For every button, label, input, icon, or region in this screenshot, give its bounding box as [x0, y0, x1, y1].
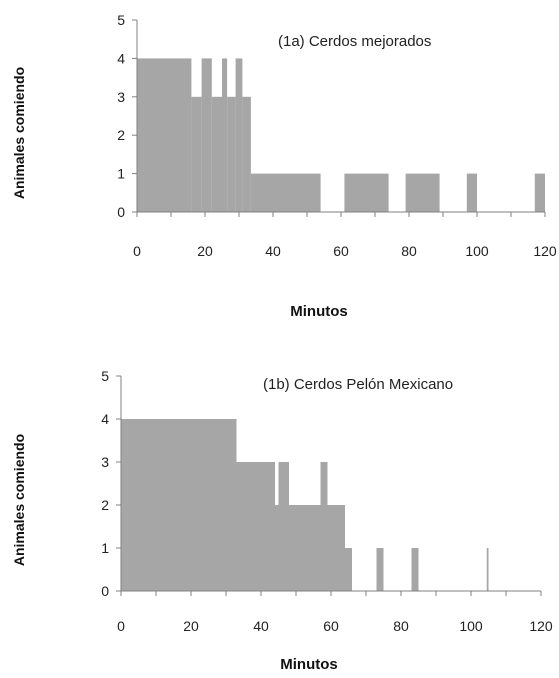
chart-1b-bar-4 — [289, 505, 321, 591]
chart-1a-y-tick-label: 3 — [117, 89, 125, 105]
chart-1b-bar-1 — [236, 462, 275, 591]
chart-1b-bar-0 — [121, 419, 237, 591]
chart-1a-y-tick-label: 4 — [117, 50, 125, 66]
chart-1b-title: (1b) Cerdos Pelón Mexicano — [263, 376, 453, 393]
chart-1b: 0 1 2 3 4 5 0 20 40 60 80 100 120 (1b) Cerdos Pelón M… — [11, 368, 553, 673]
chart-1a-bar-0 — [137, 58, 192, 213]
chart-1a-x-tick-label: 20 — [197, 243, 213, 259]
chart-1a-x-tick-label: 40 — [265, 243, 281, 259]
chart-1a-x-label: Minutos — [290, 303, 348, 320]
chart-1b-bar-5 — [320, 462, 328, 591]
chart-1b-bar-6 — [327, 505, 345, 591]
chart-1b-y-label: Animales comiendo — [11, 434, 27, 566]
chart-1a-y-tick-label: 5 — [117, 12, 125, 28]
chart-1b-bar-10 — [486, 548, 489, 591]
chart-1b-x-label: Minutos — [280, 656, 338, 673]
chart-1b-bar-9 — [411, 548, 419, 591]
chart-1b-bar-2 — [275, 505, 279, 591]
chart-1b-bar-8 — [376, 548, 384, 591]
chart-1a-bar-1 — [191, 96, 202, 212]
chart-1b-x-tick-label: 120 — [529, 618, 553, 634]
chart-1a-bar-2 — [201, 58, 212, 213]
chart-1a-bar-10 — [405, 173, 440, 212]
chart-1a-bar-12 — [534, 173, 545, 212]
chart-1a-y-label: Animales comiendo — [11, 67, 27, 199]
chart-1a-bar-6 — [235, 58, 243, 213]
chart-1a-x-tick-label: 0 — [133, 243, 141, 259]
chart-1b-y-tick-label: 1 — [101, 540, 109, 556]
chart-1b-bar-7 — [345, 548, 352, 591]
chart-1a-x-tick-label: 100 — [465, 243, 489, 259]
chart-1a-x-tick-label: 80 — [401, 243, 417, 259]
chart-1a-bar-3 — [211, 96, 222, 212]
chart-1b-x-tick-label: 80 — [393, 618, 409, 634]
chart-1b-y-tick-label: 3 — [101, 454, 109, 470]
chart-1b-y-tick-label: 4 — [101, 411, 109, 427]
chart-1a-bar-4 — [222, 58, 228, 213]
chart-1a-y-tick-label: 0 — [117, 204, 125, 220]
chart-1b-y-tick-label: 0 — [101, 583, 109, 599]
chart-1a-title: (1a) Cerdos mejorados — [278, 33, 431, 50]
chart-1a-bar-8 — [250, 173, 321, 212]
chart-1b-bar-3 — [278, 462, 289, 591]
chart-1b-x-tick-label: 40 — [253, 618, 269, 634]
chart-1a-x-tick-label: 60 — [333, 243, 349, 259]
chart-1a-bar-5 — [227, 96, 236, 212]
chart-1a-bar-7 — [242, 96, 251, 212]
chart-1b-y-tick-label: 5 — [101, 368, 109, 384]
chart-1a-y-tick-label: 2 — [117, 127, 125, 143]
chart-1a: 0 1 2 3 4 5 0 20 40 60 80 100 120 (1a) Cerdos mejorad… — [11, 12, 557, 320]
chart-1b-x-tick-label: 0 — [117, 618, 125, 634]
chart-1a-y-tick-label: 1 — [117, 166, 125, 182]
chart-1b-x-tick-label: 60 — [323, 618, 339, 634]
chart-1b-y-tick-label: 2 — [101, 497, 109, 513]
chart-1b-x-tick-label: 100 — [459, 618, 483, 634]
chart-1a-bar-9 — [344, 173, 389, 212]
chart-1a-bar-11 — [466, 173, 477, 212]
chart-1a-x-tick-label: 120 — [533, 243, 557, 259]
chart-1b-x-tick-label: 20 — [183, 618, 199, 634]
